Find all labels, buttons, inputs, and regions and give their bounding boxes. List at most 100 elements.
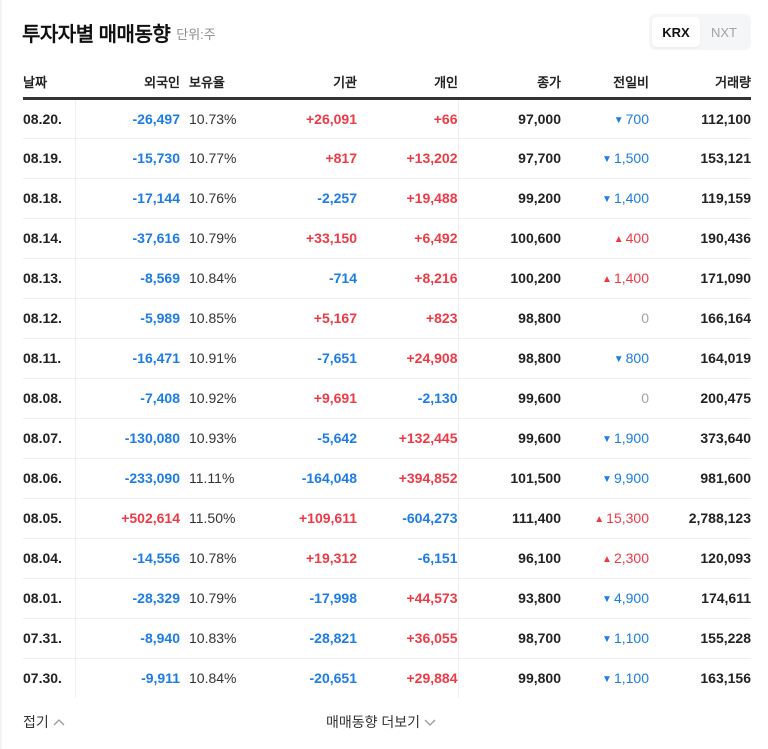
cell-ratio: 10.91% — [180, 338, 250, 379]
market-toggle-krx[interactable]: KRX — [652, 17, 700, 47]
cell-date: 08.05. — [23, 498, 76, 539]
cell-change: ▲ 1,400 — [561, 258, 649, 299]
cell-foreign: -15,730 — [75, 138, 180, 179]
down-arrow-icon: ▼ — [602, 154, 612, 165]
change-value: 15,300 — [606, 510, 649, 526]
change-value: 9,900 — [613, 470, 649, 486]
cell-individual: +19,488 — [357, 178, 459, 219]
cell-close: 97,000 — [458, 98, 561, 139]
col-header-volume: 거래량 — [649, 66, 751, 100]
cell-ratio: 10.79% — [180, 578, 250, 619]
cell-close: 99,200 — [458, 178, 561, 219]
cell-date: 07.30. — [23, 658, 76, 698]
cell-individual: +13,202 — [357, 138, 459, 179]
fold-button[interactable]: 접기 — [23, 712, 66, 732]
up-arrow-icon: ▲ — [602, 554, 612, 565]
change-value: 1,100 — [613, 630, 649, 646]
cell-date: 08.07. — [23, 418, 76, 459]
cell-change: ▼ 1,900 — [561, 418, 649, 459]
chevron-up-icon — [52, 714, 66, 730]
cell-ratio: 10.83% — [180, 618, 250, 659]
cell-change: ▲ 2,300 — [561, 538, 649, 579]
table-row: 08.14. -37,616 10.79% +33,150 +6,492 100… — [23, 218, 751, 259]
cell-date: 07.31. — [23, 618, 76, 659]
table-row: 08.04. -14,556 10.78% +19,312 -6,151 96,… — [23, 538, 751, 579]
cell-volume: 119,159 — [649, 178, 751, 219]
cell-change: ▼ 1,100 — [561, 658, 649, 698]
cell-change: ▲ 400 — [561, 218, 649, 259]
cell-foreign: -14,556 — [75, 538, 180, 579]
cell-volume: 174,611 — [649, 578, 751, 619]
market-toggle: KRX NXT — [649, 14, 751, 50]
cell-volume: 981,600 — [649, 458, 751, 499]
cell-close: 101,500 — [458, 458, 561, 499]
cell-institution: -5,642 — [250, 418, 357, 459]
cell-individual: +36,055 — [357, 618, 459, 659]
down-arrow-icon: ▼ — [602, 474, 612, 485]
cell-individual: +44,573 — [357, 578, 459, 619]
cell-volume: 190,436 — [649, 218, 751, 259]
cell-volume: 373,640 — [649, 418, 751, 459]
cell-volume: 200,475 — [649, 378, 751, 419]
cell-institution: -7,651 — [250, 338, 357, 379]
table-row: 08.20. -26,497 10.73% +26,091 +66 97,000… — [23, 98, 751, 139]
cell-close: 99,600 — [458, 418, 561, 459]
cell-close: 96,100 — [458, 538, 561, 579]
down-arrow-icon: ▼ — [613, 354, 624, 365]
col-header-close: 종가 — [458, 66, 561, 100]
cell-close: 99,600 — [458, 378, 561, 419]
cell-individual: -6,151 — [357, 538, 459, 579]
cell-foreign: +502,614 — [75, 498, 180, 539]
table-row: 08.05. +502,614 11.50% +109,611 -604,273… — [23, 498, 751, 539]
cell-foreign: -37,616 — [75, 218, 180, 259]
cell-ratio: 10.78% — [180, 538, 250, 579]
cell-institution: +5,167 — [250, 298, 357, 339]
cell-individual: +8,216 — [357, 258, 459, 299]
cell-change: ▼ 1,400 — [561, 178, 649, 219]
cell-individual: +24,908 — [357, 338, 459, 379]
more-trading-button[interactable]: 매매동향 더보기 — [326, 712, 437, 732]
table-row: 07.30. -9,911 10.84% -20,651 +29,884 99,… — [23, 658, 751, 698]
cell-change: ▼ 1,500 — [561, 138, 649, 179]
cell-change: ▲ 15,300 — [561, 498, 649, 539]
cell-individual: +394,852 — [357, 458, 459, 499]
table-body: 08.20. -26,497 10.73% +26,091 +66 97,000… — [23, 98, 751, 698]
table-row: 08.06. -233,090 11.11% -164,048 +394,852… — [23, 458, 751, 499]
cell-volume: 153,121 — [649, 138, 751, 179]
cell-institution: +109,611 — [250, 498, 357, 539]
cell-date: 08.01. — [23, 578, 76, 619]
cell-ratio: 10.84% — [180, 258, 250, 299]
cell-date: 08.14. — [23, 218, 76, 259]
cell-volume: 166,164 — [649, 298, 751, 339]
cell-foreign: -28,329 — [75, 578, 180, 619]
market-toggle-nxt[interactable]: NXT — [711, 24, 737, 40]
cell-ratio: 10.73% — [180, 98, 250, 139]
table-row: 08.12. -5,989 10.85% +5,167 +823 98,800 … — [23, 298, 751, 339]
cell-ratio: 10.76% — [180, 178, 250, 219]
cell-institution: +26,091 — [250, 98, 357, 139]
down-arrow-icon: ▼ — [602, 434, 612, 445]
cell-institution: -20,651 — [309, 670, 357, 687]
unit-label: 단위:주 — [176, 27, 216, 42]
change-value: 4,900 — [613, 590, 649, 606]
chevron-down-icon — [423, 714, 437, 730]
cell-change: ▼ 800 — [561, 338, 649, 379]
cell-date: 08.11. — [23, 338, 76, 379]
cell-date: 08.12. — [23, 298, 76, 339]
cell-institution: +19,312 — [250, 538, 357, 579]
cell-date: 08.18. — [23, 178, 76, 219]
table-row: 08.18. -17,144 10.76% -2,257 +19,488 99,… — [23, 178, 751, 219]
panel-footer: 접기 매매동향 더보기 — [2, 700, 768, 745]
cell-close: 111,400 — [458, 498, 561, 539]
col-header-individual: 개인 — [357, 66, 458, 100]
cell-ratio: 11.50% — [180, 498, 250, 539]
col-header-ratio: 보유율 — [180, 66, 250, 100]
cell-change: ▼ 1,100 — [561, 618, 649, 659]
cell-foreign: -8,569 — [75, 258, 180, 299]
more-trading-label: 매매동향 더보기 — [326, 714, 421, 730]
cell-foreign: -233,090 — [75, 458, 180, 499]
cell-change: ▼ 4,900 — [561, 578, 649, 619]
cell-change: 0 — [561, 378, 649, 419]
change-value: 700 — [625, 110, 649, 127]
